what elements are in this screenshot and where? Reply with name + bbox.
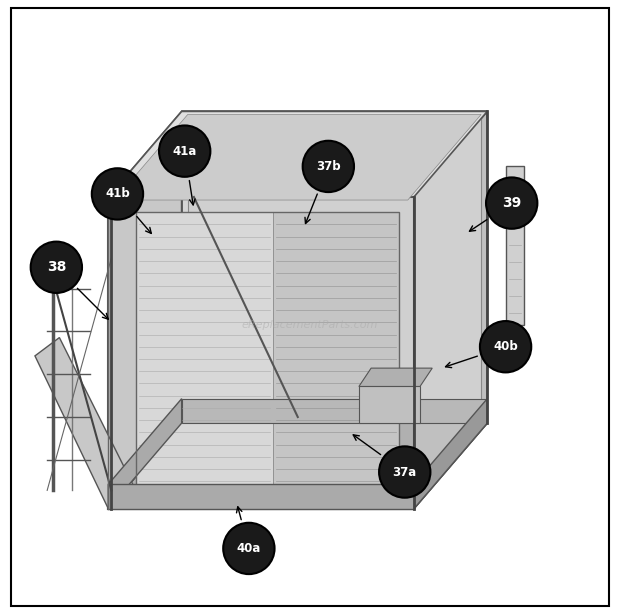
Text: 41a: 41a — [172, 145, 197, 158]
Polygon shape — [108, 111, 487, 197]
Circle shape — [223, 523, 275, 574]
Circle shape — [303, 141, 354, 192]
Text: 40a: 40a — [237, 542, 261, 555]
Circle shape — [480, 321, 531, 373]
Polygon shape — [108, 398, 182, 509]
Polygon shape — [108, 423, 487, 509]
Polygon shape — [359, 386, 420, 423]
Polygon shape — [108, 484, 414, 509]
Text: 41b: 41b — [105, 187, 130, 200]
Polygon shape — [188, 117, 481, 417]
Circle shape — [159, 125, 210, 177]
Polygon shape — [414, 111, 487, 509]
Polygon shape — [136, 212, 273, 491]
Polygon shape — [35, 338, 136, 509]
Polygon shape — [115, 114, 481, 200]
Text: 37b: 37b — [316, 160, 340, 173]
Polygon shape — [182, 111, 487, 423]
Polygon shape — [359, 368, 432, 386]
Text: 39: 39 — [502, 196, 521, 210]
Circle shape — [92, 168, 143, 220]
Polygon shape — [505, 166, 524, 325]
Circle shape — [30, 241, 82, 293]
Circle shape — [486, 177, 538, 229]
Text: 40b: 40b — [494, 340, 518, 353]
Text: 38: 38 — [46, 260, 66, 274]
Polygon shape — [273, 212, 399, 491]
Polygon shape — [414, 398, 487, 509]
Polygon shape — [108, 111, 182, 509]
Polygon shape — [182, 398, 487, 423]
Circle shape — [379, 446, 430, 498]
Text: eReplacementParts.com: eReplacementParts.com — [242, 321, 378, 330]
Text: 37a: 37a — [392, 465, 417, 478]
